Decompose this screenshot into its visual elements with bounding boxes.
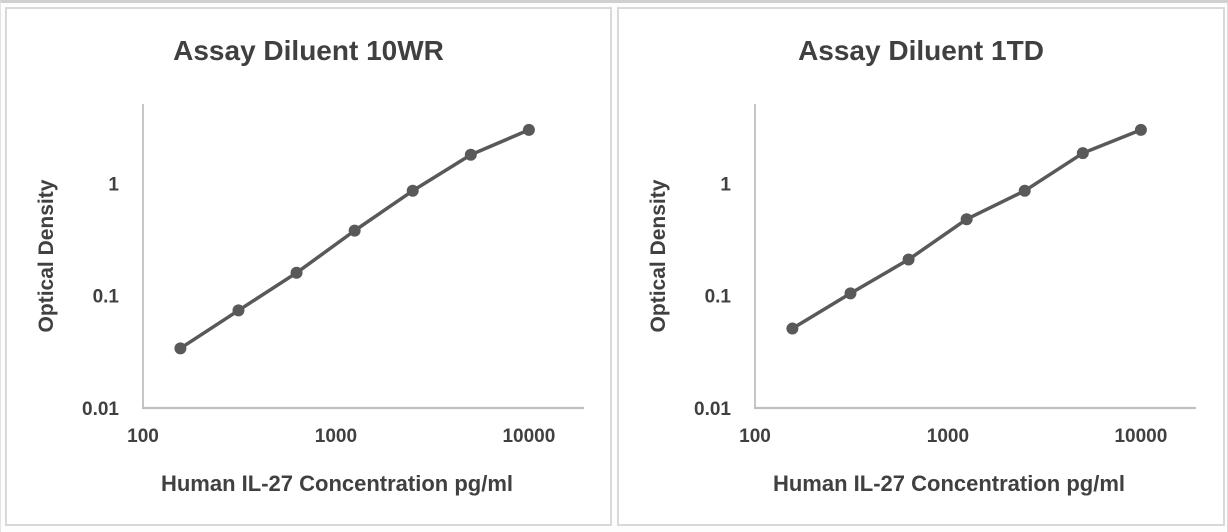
data-point	[348, 224, 361, 237]
chart-panel-10wr: Assay Diluent 10WR Optical Density 0.01 0…	[5, 7, 612, 526]
x-tick-label: 100	[127, 426, 159, 447]
plot-area: 0.01 0.1 1 100 1000 10000	[694, 104, 1196, 447]
chart-panel-1td: Assay Diluent 1TD Optical Density 0.01 0.…	[617, 7, 1225, 526]
y-tick-label: 0.01	[694, 399, 731, 420]
data-point	[290, 266, 303, 279]
chart-title: Assay Diluent 1TD	[798, 35, 1044, 66]
data-point	[522, 123, 535, 136]
x-tick-label: 10000	[1114, 426, 1167, 447]
data-point	[464, 148, 477, 161]
x-tick-label: 10000	[502, 426, 555, 447]
x-tick-label: 100	[739, 426, 771, 447]
series-line	[178, 128, 531, 351]
chart-title: Assay Diluent 10WR	[173, 35, 444, 66]
data-point	[1076, 147, 1089, 160]
y-tick-label: 1	[108, 174, 119, 195]
x-axis-title: Human IL-27 Concentration pg/ml	[772, 471, 1126, 496]
data-point	[1018, 184, 1031, 197]
x-tick-label: 1000	[927, 426, 969, 447]
data-point	[174, 342, 187, 355]
data-point	[960, 213, 973, 226]
data-point	[1134, 123, 1147, 136]
data-point	[902, 253, 915, 266]
plot-area: 0.01 0.1 1 100 1000 10000	[82, 104, 584, 447]
data-point	[844, 287, 857, 300]
y-tick-label: 0.01	[82, 399, 119, 420]
y-tick-label: 0.1	[705, 287, 732, 308]
data-point	[232, 304, 245, 317]
data-point	[786, 322, 799, 335]
data-point	[406, 184, 419, 197]
y-tick-label: 0.1	[93, 287, 120, 308]
y-tick-label: 1	[720, 174, 731, 195]
x-axis-title: Human IL-27 Concentration pg/ml	[160, 471, 514, 496]
series-line	[790, 128, 1143, 331]
x-tick-label: 1000	[315, 426, 357, 447]
